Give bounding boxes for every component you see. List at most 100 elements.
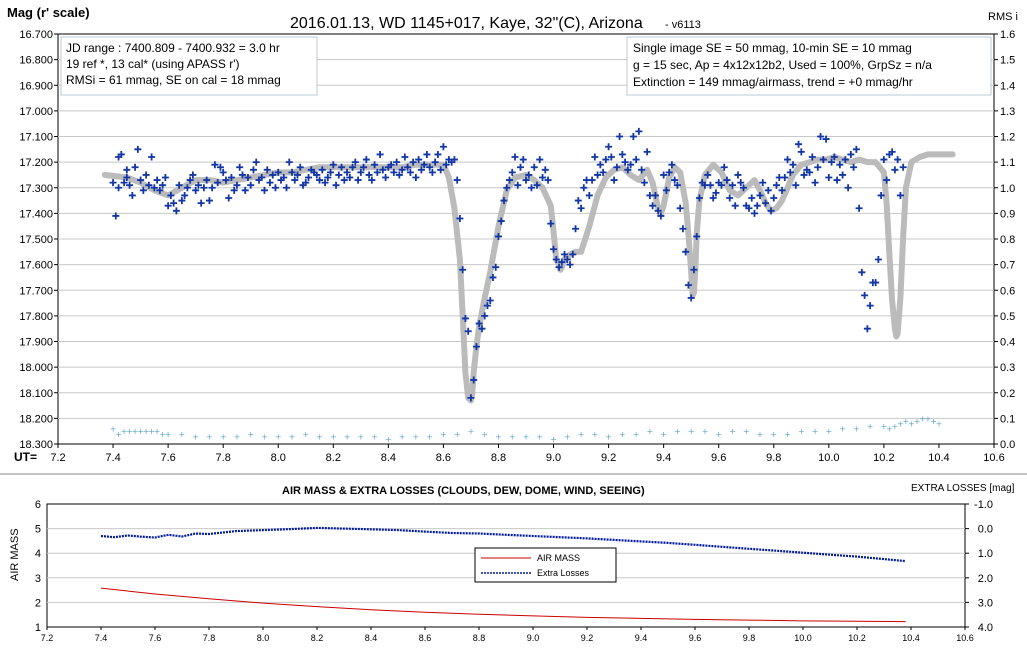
observation-point [296, 163, 304, 171]
airmass-y-right-tick-label: 2.0 [978, 573, 993, 585]
airmass-x-tick-label: 8.8 [473, 633, 486, 643]
observation-point [726, 194, 734, 202]
observation-point [602, 156, 610, 164]
observation-point [282, 184, 290, 192]
info-right-line-1: Single image SE = 50 mmag, 10-min SE = 1… [633, 41, 912, 55]
observation-point [737, 179, 745, 187]
observation-point [704, 171, 712, 179]
observation-point [134, 145, 142, 153]
observation-point [649, 202, 657, 210]
observation-point [181, 191, 189, 199]
observation-point [197, 199, 205, 207]
observation-point [442, 161, 450, 169]
observation-point [417, 166, 425, 174]
observation-point [709, 194, 717, 202]
rms-point: + [798, 427, 805, 436]
observation-point [833, 176, 841, 184]
airmass-x-tick-label: 8.0 [257, 633, 270, 643]
observation-point [825, 174, 833, 181]
airmass-y-right-tick-label: 0.0 [978, 524, 993, 536]
light-curve-title: 2016.01.13, WD 1145+017, Kaye, 32"(C), A… [290, 15, 643, 32]
observation-point [401, 153, 409, 161]
observation-point [464, 327, 472, 335]
observation-point [822, 135, 830, 143]
rms-point: + [126, 427, 133, 436]
observation-point [533, 181, 541, 189]
light-curve-y-right-tick-label: 1.4 [1000, 80, 1015, 92]
light-curve-y-right-tick-label: 1.5 [1000, 55, 1015, 67]
light-curve-x-tick-label: 7.2 [50, 452, 65, 464]
observation-point [357, 168, 365, 176]
observation-point [412, 174, 420, 181]
observation-point [456, 215, 464, 222]
observation-point [657, 212, 665, 220]
light-curve-y-tick-label: 17.000 [19, 106, 53, 118]
rms-point: + [148, 427, 155, 436]
rms-point: + [892, 422, 899, 431]
observation-point [781, 174, 789, 181]
rms-point: + [660, 430, 667, 439]
observation-point [894, 156, 902, 164]
observation-point [481, 312, 489, 320]
observation-point [547, 220, 555, 228]
observation-point [522, 176, 530, 184]
observation-point [808, 153, 816, 161]
observation-point [723, 176, 731, 184]
rms-point: + [137, 427, 144, 436]
airmass-y-tick-label: 6 [35, 499, 41, 511]
observation-point [866, 302, 874, 310]
light-curve-y-right-tick-label: 0.7 [1000, 260, 1015, 272]
observation-point [555, 263, 563, 271]
observation-point [216, 163, 224, 171]
light-curve-x-tick-label: 10.0 [818, 452, 839, 464]
light-curve-x-ticks: 7.2 7.4 7.6 7.8 8.0 8.2 8.4 8.6 8.8 9.0 9.2 9.4 9.6 9… [50, 444, 1005, 464]
observation-point [211, 161, 219, 169]
light-curve-y-right-tick-label: 0.1 [1000, 413, 1015, 425]
rms-point: + [867, 422, 874, 431]
observation-point [541, 166, 549, 174]
model-curve [101, 151, 956, 404]
rms-point: + [633, 430, 640, 439]
observation-point [734, 171, 742, 179]
observation-point [225, 194, 233, 202]
light-curve-y-tick-label: 17.500 [19, 234, 53, 246]
observation-point [806, 168, 814, 176]
rms-point: + [839, 425, 846, 434]
airmass-y-right-tick-label: 1.0 [978, 548, 993, 560]
observation-point [404, 163, 412, 171]
observation-point [497, 217, 505, 225]
rms-point: + [247, 430, 254, 439]
light-curve-xaxis-label: UT= [14, 450, 37, 464]
observation-point [795, 140, 803, 148]
observation-point [830, 153, 838, 161]
observation-point [205, 197, 213, 205]
rms-point: + [930, 417, 937, 426]
rms-point: + [936, 420, 943, 429]
observation-point [784, 156, 792, 164]
observation-point [340, 176, 348, 184]
rms-point: + [115, 430, 122, 439]
observation-point [167, 191, 175, 199]
light-curve-x-tick-label: 7.4 [105, 452, 120, 464]
rms-point: + [550, 435, 557, 444]
rms-point: + [688, 427, 695, 436]
observation-point [260, 186, 268, 194]
observation-point [294, 171, 302, 179]
airmass-x-tick-label: 8.6 [419, 633, 432, 643]
airmass-x-tick-label: 9.8 [743, 633, 756, 643]
airmass-ylabel-right: EXTRA LOSSES [mag] [911, 483, 1015, 494]
observation-point [478, 325, 486, 333]
airmass-x-tick-label: 9.4 [635, 633, 648, 643]
observation-point [459, 266, 467, 274]
observation-point [393, 158, 401, 166]
airmass-x-tick-label: 7.8 [203, 633, 216, 643]
observation-point [194, 181, 202, 189]
observation-point [343, 168, 351, 176]
observation-point [618, 150, 626, 158]
observation-point [693, 232, 701, 240]
observation-point [120, 179, 128, 187]
observation-point [453, 176, 461, 184]
observation-point [687, 294, 695, 302]
observation-point [874, 256, 882, 263]
